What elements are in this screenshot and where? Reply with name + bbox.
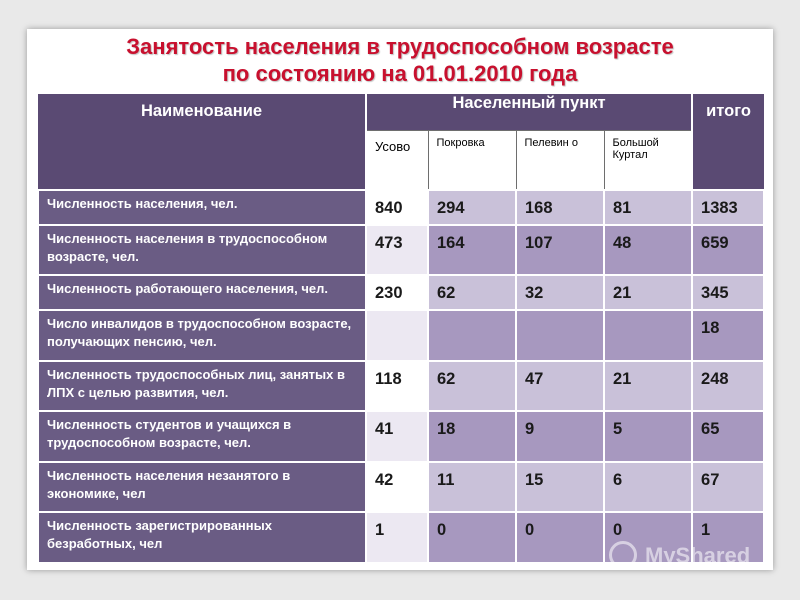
cell-bolshoy-kurtal: 21: [602, 359, 694, 413]
cell-usovo: 42: [365, 460, 429, 514]
cell-usovo: 118: [365, 359, 429, 413]
header-name: Наименование: [38, 94, 367, 190]
table-row: Численность зарегистрированных безработн…: [37, 511, 766, 564]
cell-total: 65: [691, 410, 766, 463]
cell-pokrovka: [427, 309, 517, 362]
cell-pokrovka: 164: [427, 223, 517, 277]
header-settlement-bolshoy-kurtal: Большой Куртал: [603, 130, 693, 191]
cell-total: 345: [691, 274, 766, 312]
cell-pelevino: 15: [515, 460, 605, 514]
cell-pelevino: [515, 309, 605, 362]
header-settlement: Населенный пункт: [366, 94, 693, 131]
table-row: Численность населения, чел. 840 294 168 …: [37, 189, 766, 226]
slide: Занятость населения в трудоспособном воз…: [27, 29, 773, 570]
row-label: Численность студентов и учащихся в трудо…: [37, 410, 367, 463]
header-subrow: Усово Покровка Пелевин о Большой Куртал: [38, 130, 764, 191]
cell-usovo: 1: [365, 511, 429, 564]
cell-usovo: 473: [365, 223, 429, 277]
cell-bolshoy-kurtal: 81: [602, 189, 694, 226]
table-row: Численность трудоспособных лиц, занятых …: [37, 359, 766, 413]
cell-total: 1: [691, 511, 766, 564]
header-settlement-pokrovka: Покровка: [427, 130, 517, 191]
table-row: Численность работающего населения, чел. …: [37, 274, 766, 312]
cell-bolshoy-kurtal: 48: [602, 223, 694, 277]
watermark: MyShared: [609, 539, 784, 575]
table-row: Численность населения незанятого в эконо…: [37, 460, 766, 514]
table-row: Число инвалидов в трудоспособном возраст…: [37, 309, 766, 362]
cell-pelevino: 107: [515, 223, 605, 277]
employment-table: Наименование Населенный пункт итого Усов…: [37, 94, 766, 564]
table-row: Численность студентов и учащихся в трудо…: [37, 410, 766, 463]
slide-title: Занятость населения в трудоспособном воз…: [27, 29, 773, 97]
cell-pelevino: 0: [515, 511, 605, 564]
cell-bolshoy-kurtal: 21: [602, 274, 694, 312]
cell-pokrovka: 18: [427, 410, 517, 463]
cell-total: 248: [691, 359, 766, 413]
title-line-2: по состоянию на 01.01.2010 года: [222, 61, 578, 86]
header-row: Наименование Населенный пункт итого: [38, 94, 765, 190]
cell-usovo: 840: [365, 189, 429, 226]
cell-usovo: [365, 309, 429, 362]
cell-bolshoy-kurtal: [602, 309, 694, 362]
cell-total: 1383: [691, 189, 766, 226]
row-label: Численность работающего населения, чел.: [37, 274, 367, 312]
cell-pokrovka: 0: [427, 511, 517, 564]
watermark-text: MyShared: [645, 543, 751, 568]
header-total: итого: [691, 94, 765, 190]
row-label: Число инвалидов в трудоспособном возраст…: [37, 309, 367, 362]
cell-pelevino: 168: [515, 189, 605, 226]
cell-usovo: 230: [365, 274, 429, 312]
cell-pokrovka: 62: [427, 274, 517, 312]
title-line-1: Занятость населения в трудоспособном воз…: [126, 34, 674, 59]
row-label: Численность трудоспособных лиц, занятых …: [37, 359, 367, 413]
table-row: Численность населения в трудоспособном в…: [37, 223, 766, 277]
cell-pokrovka: 294: [427, 189, 517, 226]
cell-total: 67: [691, 460, 766, 514]
cell-bolshoy-kurtal: 5: [602, 410, 694, 463]
header-settlement-usovo: Усово: [365, 130, 429, 191]
cell-bolshoy-kurtal: 6: [602, 460, 694, 514]
cell-pokrovka: 11: [427, 460, 517, 514]
cell-usovo: 41: [365, 410, 429, 463]
row-label: Численность населения, чел.: [37, 189, 367, 226]
row-label: Численность населения в трудоспособном в…: [37, 223, 367, 277]
row-label: Численность зарегистрированных безработн…: [37, 511, 367, 564]
header-settlement-pelevino: Пелевин о: [515, 130, 605, 191]
cell-pelevino: 47: [515, 359, 605, 413]
cell-total: 659: [691, 223, 766, 277]
presentation-board-icon: [609, 541, 637, 569]
cell-pokrovka: 62: [427, 359, 517, 413]
row-label: Численность населения незанятого в эконо…: [37, 460, 367, 514]
cell-total: 18: [691, 309, 766, 362]
cell-pelevino: 32: [515, 274, 605, 312]
cell-pelevino: 9: [515, 410, 605, 463]
